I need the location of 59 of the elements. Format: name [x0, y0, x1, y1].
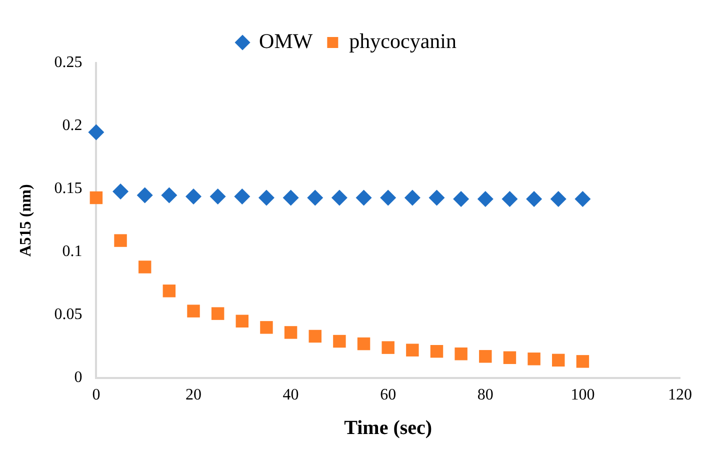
legend-label: OMW — [259, 29, 313, 54]
point — [503, 351, 516, 364]
point — [477, 190, 494, 207]
point — [161, 187, 178, 204]
point — [90, 191, 103, 204]
x-tick-label: 40 — [282, 386, 299, 404]
x-tick-label: 80 — [477, 386, 494, 404]
point — [284, 326, 298, 339]
point — [260, 321, 273, 334]
y-tick-label: 0.05 — [54, 306, 82, 324]
point — [234, 188, 250, 204]
point — [406, 344, 419, 356]
point — [428, 190, 445, 206]
legend-label: phycocyanin — [349, 29, 457, 54]
y-axis-title: A515 (nm) — [18, 184, 35, 257]
point — [258, 190, 274, 206]
point — [576, 355, 590, 368]
y-tick-label: 0.15 — [54, 180, 82, 198]
y-tick-label: 0 — [74, 369, 82, 386]
point — [307, 190, 324, 206]
point — [333, 334, 346, 348]
point — [574, 190, 591, 207]
point — [357, 337, 370, 350]
point — [162, 284, 176, 298]
y-tick-label: 0.25 — [54, 54, 82, 72]
y-tick-label: 0.2 — [62, 117, 82, 134]
point — [138, 260, 152, 274]
x-tick-label: 60 — [380, 386, 396, 404]
point — [331, 190, 348, 206]
y-tick-label: 0.1 — [62, 243, 82, 260]
x-axis-title: Time (sec) — [344, 417, 432, 440]
point — [550, 190, 566, 207]
point — [308, 330, 322, 343]
x-tick-label: 0 — [92, 386, 100, 404]
point — [552, 354, 565, 367]
point — [382, 341, 394, 354]
point — [282, 190, 299, 206]
point — [528, 352, 540, 366]
point — [114, 234, 127, 247]
point — [430, 344, 444, 358]
point — [453, 190, 470, 207]
point — [356, 190, 372, 206]
point — [210, 188, 226, 204]
point — [404, 190, 420, 206]
x-tick-label: 100 — [570, 386, 595, 404]
x-tick-label: 120 — [668, 386, 692, 404]
point — [236, 314, 249, 328]
point — [380, 190, 396, 206]
point — [186, 188, 202, 204]
point — [502, 190, 518, 207]
point — [454, 348, 468, 360]
point — [479, 350, 492, 363]
point — [88, 124, 104, 140]
point — [211, 307, 224, 320]
point — [187, 304, 200, 318]
point — [136, 187, 153, 204]
x-tick-label: 20 — [186, 386, 202, 404]
point — [526, 190, 542, 207]
point — [112, 183, 129, 200]
